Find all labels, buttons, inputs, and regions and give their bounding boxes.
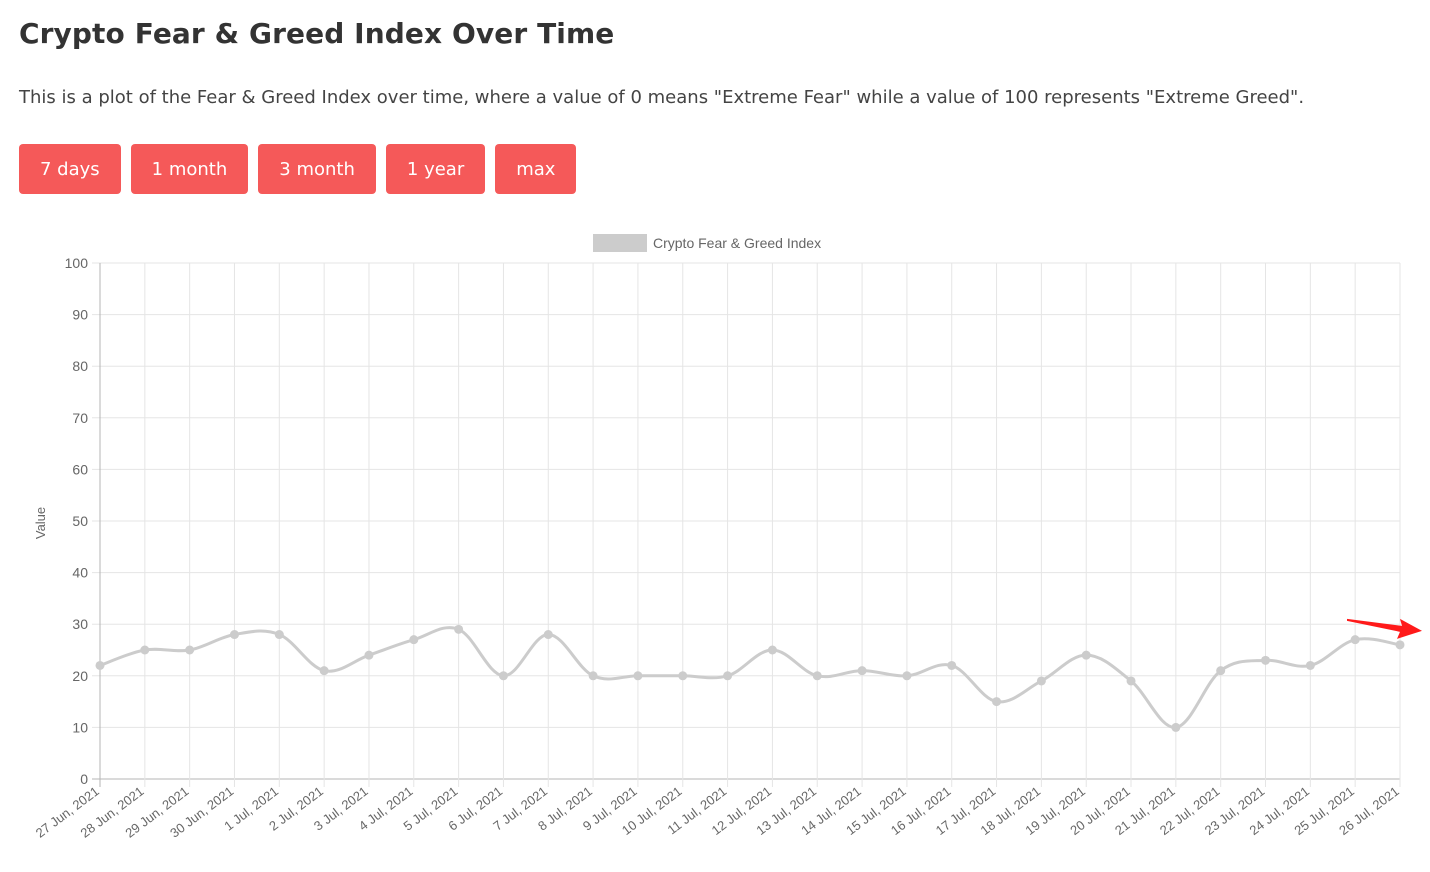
data-point[interactable] <box>678 671 688 681</box>
range-7-days-button[interactable]: 7 days <box>19 144 121 194</box>
range-3-month-button[interactable]: 3 month <box>258 144 376 194</box>
data-points <box>95 624 1405 732</box>
y-tick-label: 40 <box>72 565 88 581</box>
data-point[interactable] <box>902 671 912 681</box>
data-point[interactable] <box>140 645 150 655</box>
y-tick-label: 50 <box>72 513 88 529</box>
y-tick-label: 100 <box>65 255 89 271</box>
fear-greed-line-chart: Crypto Fear & Greed Index Value 0 10 20 30 4… <box>33 234 1422 841</box>
chart-legend[interactable]: Crypto Fear & Greed Index <box>593 234 821 252</box>
data-point[interactable] <box>633 671 643 681</box>
data-point[interactable] <box>812 671 822 681</box>
range-1-month-button[interactable]: 1 month <box>130 144 249 194</box>
data-point[interactable] <box>1081 650 1091 660</box>
y-axis-title: Value <box>33 507 48 539</box>
data-point[interactable] <box>992 697 1002 707</box>
y-tick-label: 0 <box>80 771 88 787</box>
y-tick-label: 80 <box>72 358 88 374</box>
range-max-button[interactable]: max <box>495 144 577 194</box>
data-point[interactable] <box>319 666 329 676</box>
y-axis-ticks: 0 10 20 30 40 50 60 70 80 90 100 <box>65 255 89 787</box>
data-point[interactable] <box>454 624 464 634</box>
y-tick-label: 30 <box>72 616 88 632</box>
data-point[interactable] <box>1395 640 1405 650</box>
data-point[interactable] <box>543 630 553 640</box>
y-tick-label: 20 <box>72 668 88 684</box>
data-point[interactable] <box>723 671 733 681</box>
data-point[interactable] <box>1171 722 1181 732</box>
data-point[interactable] <box>364 650 374 660</box>
y-tick-label: 60 <box>72 461 88 477</box>
time-range-buttons: 7 days 1 month 3 month 1 year max <box>19 144 577 194</box>
data-point[interactable] <box>185 645 195 655</box>
y-tick-label: 70 <box>72 410 88 426</box>
data-point[interactable] <box>95 660 105 670</box>
annotation-arrow-icon <box>1347 618 1422 639</box>
legend-label: Crypto Fear & Greed Index <box>653 235 821 251</box>
data-point[interactable] <box>767 645 777 655</box>
data-point[interactable] <box>1036 676 1046 686</box>
data-point[interactable] <box>1350 635 1360 645</box>
data-point[interactable] <box>1305 660 1315 670</box>
chart-grid <box>92 262 1401 787</box>
data-point[interactable] <box>229 630 239 640</box>
data-point[interactable] <box>498 671 508 681</box>
data-point[interactable] <box>1126 676 1136 686</box>
data-point[interactable] <box>588 671 598 681</box>
data-point[interactable] <box>947 660 957 670</box>
range-1-year-button[interactable]: 1 year <box>385 144 486 194</box>
data-point[interactable] <box>1261 655 1271 665</box>
data-point[interactable] <box>409 635 419 645</box>
page-description: This is a plot of the Fear & Greed Index… <box>19 87 1305 108</box>
y-tick-label: 90 <box>72 307 88 323</box>
data-point[interactable] <box>1216 666 1226 676</box>
series-line <box>99 626 1401 729</box>
data-point[interactable] <box>857 666 867 676</box>
data-point[interactable] <box>274 630 284 640</box>
legend-swatch <box>593 234 647 252</box>
page-title: Crypto Fear & Greed Index Over Time <box>19 17 615 50</box>
y-tick-label: 10 <box>72 719 88 735</box>
